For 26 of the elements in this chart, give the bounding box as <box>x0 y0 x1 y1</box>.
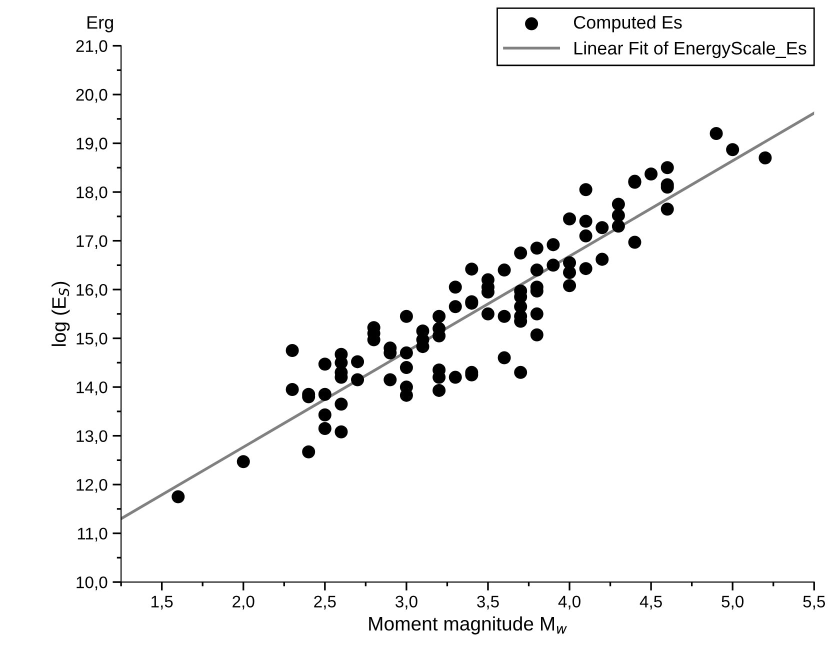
y-tick-label: 18,0 <box>76 186 108 200</box>
x-tick-label: 5,0 <box>722 596 744 610</box>
y-tick-label: 11,0 <box>78 528 108 542</box>
text: Erg <box>88 16 113 32</box>
y-tick-label: 13,0 <box>76 430 108 444</box>
y-tick-label: 20,0 <box>76 88 108 103</box>
x-tick-label: 5,5 <box>803 596 826 610</box>
x-tick-label: 3,0 <box>396 596 418 610</box>
y-tick-label: 14,0 <box>76 381 108 396</box>
x-tick-label: 4,5 <box>640 596 662 610</box>
x-axis-title: Moment magnitude M$_{w}$ <box>369 616 567 634</box>
legend-label: Linear Fit of EnergyScale_Es <box>574 41 806 58</box>
legend-label: Computed Es <box>574 15 682 32</box>
y-tick-label: 19,0 <box>76 138 108 152</box>
y-tick-label: 15,0 <box>76 332 108 346</box>
x-tick-label: 3,5 <box>477 596 499 610</box>
x-tick-label: 2,0 <box>232 596 254 610</box>
y-tick-label: 10,0 <box>76 576 108 590</box>
x-tick-label: 2,5 <box>314 596 336 610</box>
y-axis-title: log (E$_{S}$) <box>52 282 70 346</box>
x-tick-label: 1,5 <box>152 596 173 610</box>
y-tick-label: 17,0 <box>76 235 108 249</box>
y-tick-label: 12,0 <box>76 478 108 493</box>
y-tick-label: 21,0 <box>76 40 108 54</box>
y-tick-label: 16,0 <box>76 284 108 298</box>
x-tick-label: 4,0 <box>558 596 580 610</box>
